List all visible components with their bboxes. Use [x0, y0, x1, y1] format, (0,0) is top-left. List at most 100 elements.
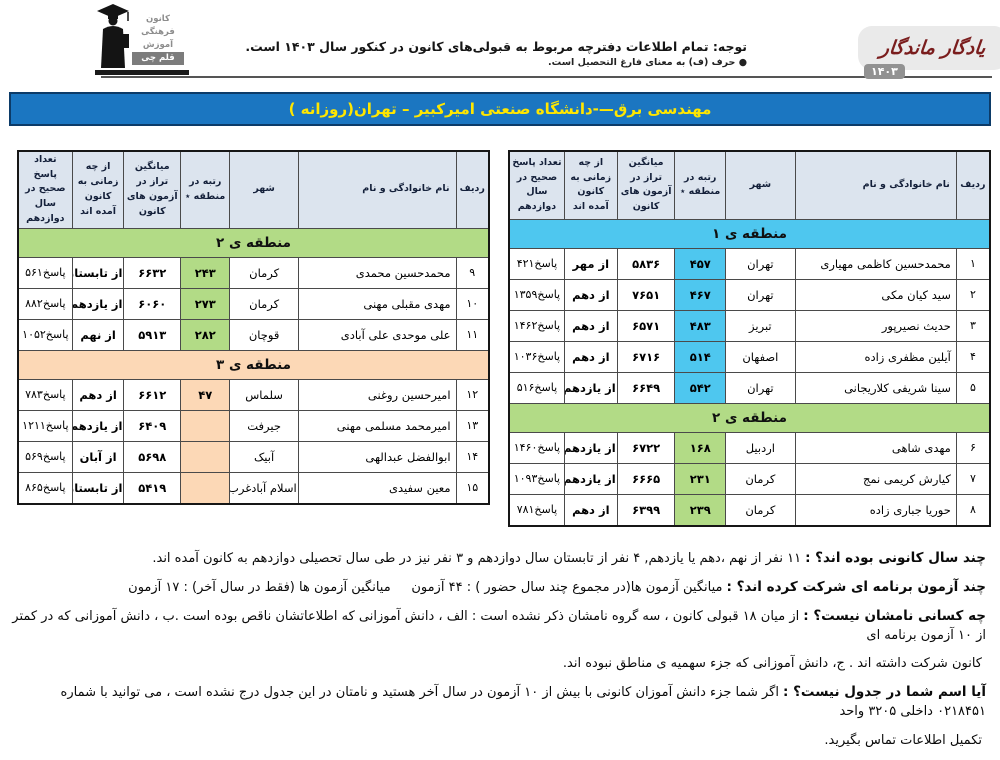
cell-name: امیرحسین روغنی	[297, 378, 457, 411]
cell-row-number: ۹	[455, 256, 490, 289]
logo-line: کانون	[146, 14, 170, 24]
footer-line: تکمیل اطلاعات تماس بگیرید.	[10, 731, 986, 751]
cell-row-number: ۲	[955, 278, 991, 311]
region-band: منطقه ی ۲	[17, 227, 490, 258]
cell-row-number: ۱	[955, 247, 991, 280]
page-title: مهندسی برق—-دانشگاه صنعتی امیرکبیر – تهر…	[9, 92, 991, 126]
cell-avg-score: ۶۶۳۲	[123, 256, 181, 289]
footer-body: از میان ۱۸ قبولی کانون ، سه گروه نامشان …	[8, 608, 986, 643]
cell-city: اصفهان	[724, 340, 796, 373]
cell-city: تهران	[724, 278, 796, 311]
kanoon-logo: کانون فرهنگی آموزش قلم چی	[95, 4, 189, 76]
cell-region-rank: ۲۸۲	[179, 318, 231, 351]
footer-body: ۱۱ نفر از نهم ،دهم یا یازدهم, ۴ نفر از ت…	[152, 551, 802, 566]
table-row: ۲ سید کیان مکی تهران ۴۶۷ ۷۶۵۱ از دهم ۱۳۵۹پاسخ	[508, 278, 991, 311]
cell-avg-score: ۵۶۹۸	[123, 440, 181, 473]
footer-heading: چند سال کانونی بوده اند؟ :	[805, 550, 986, 566]
cell-row-number: ۱۵	[455, 471, 490, 505]
cell-row-number: ۴	[955, 340, 991, 373]
table-row: ۱۰ مهدی مقبلی مهنی کرمان ۲۷۳ ۶۰۶۰ از یازدهم ۸۸…	[17, 287, 490, 320]
cell-avg-score: ۷۶۵۱	[616, 278, 676, 311]
column-header: میانگین تراز در آزمون های کانون	[123, 150, 181, 229]
cell-correct-answers: ۸۸۲پاسخ	[17, 287, 73, 320]
cell-correct-answers: ۴۲۱پاسخ	[508, 247, 565, 280]
cell-name: کیارش کریمی نمج	[794, 462, 957, 495]
cell-since-when: از دهم	[71, 378, 125, 411]
cell-region-rank: ۴۶۷	[674, 278, 726, 311]
table-row: ۵ سینا شریفی کلاریجانی تهران ۵۴۲ ۶۶۴۹ از یازد…	[508, 371, 991, 404]
cell-name: معین سفیدی	[297, 471, 457, 505]
cell-name: امیرمحمد مسلمی مهنی	[297, 409, 457, 442]
cell-name: آیلین مظفری زاده	[794, 340, 957, 373]
cell-row-number: ۵	[955, 371, 991, 404]
cell-row-number: ۱۲	[455, 378, 490, 411]
cell-avg-score: ۶۷۲۲	[616, 431, 676, 464]
cell-avg-score: ۵۹۱۳	[123, 318, 181, 351]
cell-correct-answers: ۱۴۶۲پاسخ	[508, 309, 565, 342]
column-header: ردیف	[455, 150, 490, 229]
cell-avg-score: ۶۵۷۱	[616, 309, 676, 342]
cell-row-number: ۸	[955, 493, 991, 526]
footer-body: تکمیل اطلاعات تماس بگیرید.	[824, 732, 982, 748]
cell-since-when: از دهم	[563, 309, 618, 342]
note-line-2: ● حرف (ف) به معنای فارغ التحصیل است.	[548, 57, 747, 68]
cell-avg-score: ۶۳۹۹	[616, 493, 676, 526]
cell-city: تهران	[724, 371, 796, 404]
cell-city: کرمان	[724, 493, 796, 526]
cell-correct-answers: ۸۶۵پاسخ	[17, 471, 73, 505]
note-line-1: توجه: تمام اطلاعات دفترچه مربوط به قبولی…	[245, 39, 747, 54]
cell-avg-score: ۶۶۱۲	[123, 378, 181, 411]
cell-city: اردبیل	[724, 431, 796, 464]
cell-since-when: از دهم	[563, 278, 618, 311]
admissions-table-right: ردیف نام خانوادگی و نام شهر رتبه در منطقه ٭…	[508, 150, 991, 527]
region-band: منطقه ی ۲	[508, 402, 991, 433]
cell-name: مهدی شاهی	[794, 431, 957, 464]
cell-region-rank: ۵۴۲	[674, 371, 726, 404]
logo-line: فرهنگی	[141, 26, 175, 37]
cell-region-rank	[179, 409, 231, 442]
footer-heading: آیا اسم شما در جدول نیست؟ :	[782, 684, 986, 701]
cell-row-number: ۱۰	[455, 287, 490, 320]
cell-region-rank: ۲۳۱	[674, 462, 726, 495]
cell-row-number: ۶	[955, 431, 991, 464]
yadegar-mandegar-logo: یادگار ماندگار ۱۴۰۳	[858, 26, 1000, 79]
footer-body: کانون شرکت داشته اند . ج، دانش آموزانی ک…	[562, 656, 982, 672]
cell-region-rank: ۲۷۳	[179, 287, 231, 320]
column-header: از چه زمانی به کانون آمده اند	[563, 150, 618, 220]
cell-since-when: از تابستان	[71, 471, 125, 505]
column-header: ردیف	[955, 150, 991, 220]
cell-since-when: از مهر	[563, 247, 618, 280]
column-header: رتبه در منطقه ٭	[179, 150, 231, 229]
cell-row-number: ۳	[955, 309, 991, 342]
cell-name: سید کیان مکی	[794, 278, 957, 311]
cell-city: اسلام آبادغرب	[229, 471, 299, 505]
column-header: تعداد پاسخ صحیح در سال دوازدهم	[17, 150, 73, 229]
cell-region-rank: ۱۶۸	[674, 431, 726, 464]
cell-since-when: از یازدهم	[71, 287, 125, 320]
cell-name: محمدحسین کاظمی مهیاری	[794, 247, 957, 280]
cell-row-number: ۷	[955, 462, 991, 495]
cell-since-when: از دهم	[563, 340, 618, 373]
cell-avg-score: ۶۰۶۰	[123, 287, 181, 320]
cell-row-number: ۱۱	[455, 318, 490, 351]
cell-city: قوچان	[229, 318, 299, 351]
logo-base-bar	[95, 70, 189, 75]
cell-since-when: از یازدهم	[563, 371, 618, 404]
cell-region-rank: ۴۵۷	[674, 247, 726, 280]
cell-correct-answers: ۷۸۱پاسخ	[508, 493, 565, 526]
table-row: ۱۲ امیرحسین روغنی سلماس ۴۷ ۶۶۱۲ از دهم ۷۸۳پاسخ	[17, 378, 490, 411]
cell-avg-score: ۶۴۰۹	[123, 409, 181, 442]
header-divider	[101, 76, 992, 78]
footer-notes: چند سال کانونی بوده اند؟ :۱۱ نفر از نهم …	[10, 549, 986, 760]
cell-since-when: از یازدهم	[563, 462, 618, 495]
column-header: تعداد پاسخ صحیح در سال دوازدهم	[508, 150, 565, 220]
table-row: ۱ محمدحسین کاظمی مهیاری تهران ۴۵۷ ۵۸۳۶ از مهر…	[508, 247, 991, 280]
cell-region-rank: ۲۳۹	[674, 493, 726, 526]
cell-avg-score: ۶۶۴۹	[616, 371, 676, 404]
cell-region-rank: ۵۱۴	[674, 340, 726, 373]
cell-city: سلماس	[229, 378, 299, 411]
brand-title: یادگار ماندگار	[879, 37, 987, 59]
table-row: ۶ مهدی شاهی اردبیل ۱۶۸ ۶۷۲۲ از یازدهم ۱۴۶۰پاسخ	[508, 431, 991, 464]
cell-city: تهران	[724, 247, 796, 280]
